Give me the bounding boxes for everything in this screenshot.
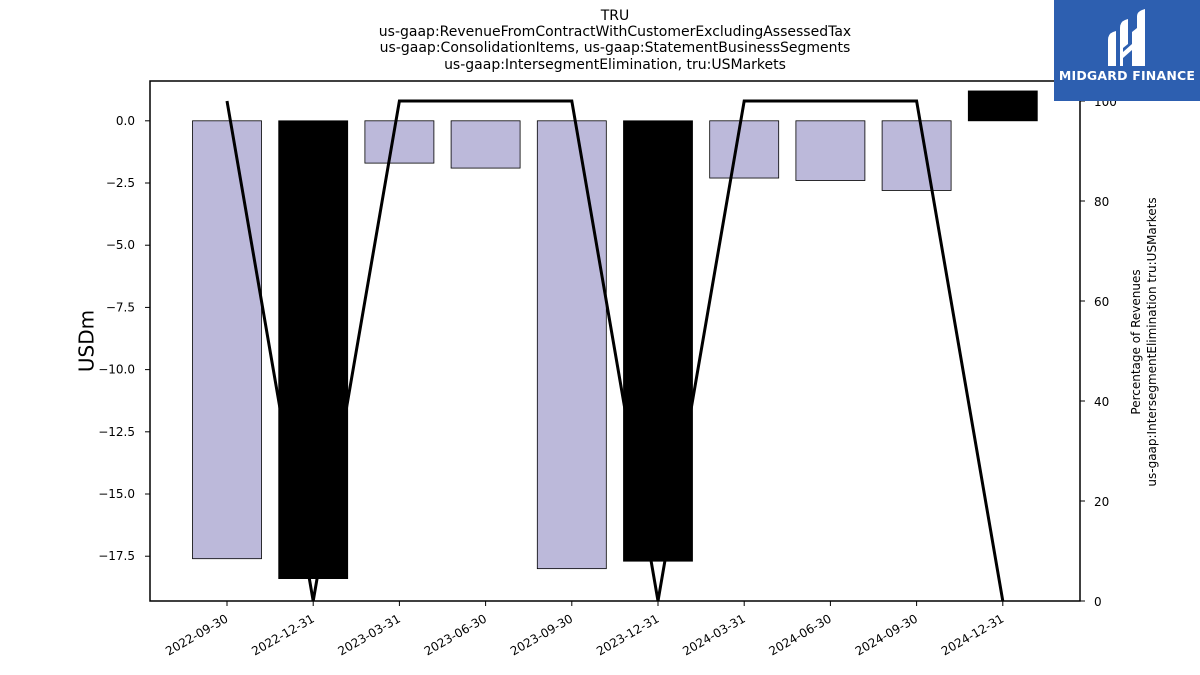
bar-2024-06-30: [795, 120, 866, 181]
bar-series: [192, 90, 1038, 580]
x-tick-label: 2024-09-30: [853, 611, 920, 658]
x-tick-label: 2023-03-31: [335, 611, 402, 658]
y-tick-label: −7.5: [106, 300, 135, 314]
y-axis-left: 0.0 −2.5 −5.0 −7.5 −10.0 −12.5 −15.0 −17.5: [98, 114, 150, 563]
y2-axis-title-line-1: Percentage of Revenues: [1129, 269, 1143, 414]
bar-2024-12-31: [967, 90, 1038, 122]
x-tick-label: 2023-12-31: [594, 611, 661, 658]
bar-2023-09-30: [536, 120, 607, 570]
bar-2022-12-31: [278, 120, 349, 580]
x-tick-label: 2024-12-31: [939, 611, 1006, 658]
y2-tick-label: 60: [1094, 295, 1109, 309]
y-tick-label: −5.0: [106, 238, 135, 252]
x-tick-label: 2022-12-31: [249, 611, 316, 658]
y-tick-label: −10.0: [98, 363, 135, 377]
line-series: [225, 99, 1005, 602]
x-tick-label: 2024-06-30: [766, 611, 833, 658]
chart-title: TRU us-gaap:RevenueFromContractWithCusto…: [379, 8, 851, 73]
x-tick-label: 2023-06-30: [422, 611, 489, 658]
chart-title-line-3: us-gaap:ConsolidationItems, us-gaap:Stat…: [380, 40, 851, 56]
percentage-line: [225, 99, 1005, 602]
y-tick-label: −12.5: [98, 425, 135, 439]
y2-tick-label: 40: [1094, 395, 1109, 409]
bar-2024-09-30: [881, 120, 952, 191]
midgard-finance-logo: MIDGARD FINANCE: [1054, 0, 1200, 101]
y2-axis-title-line-2: us-gaap:IntersegmentElimination tru:USMa…: [1145, 197, 1159, 486]
x-axis: 2022-09-30 2022-12-31 2023-03-31 2023-06-30…: [163, 601, 1006, 658]
bar-2023-03-31: [364, 120, 435, 164]
y2-tick-label: 80: [1094, 195, 1109, 209]
bar-2023-06-30: [450, 120, 521, 169]
y-tick-label: −17.5: [98, 549, 135, 563]
x-tick-label: 2024-03-31: [680, 611, 747, 658]
midgard-logo-icon: [1108, 9, 1145, 66]
bar-2022-09-30: [192, 120, 262, 560]
y2-tick-label: 20: [1094, 495, 1109, 509]
plot-frame: [149, 80, 1081, 602]
y-tick-label: 0.0: [116, 114, 135, 128]
chart-title-line-4: us-gaap:IntersegmentElimination, tru:USM…: [444, 57, 786, 73]
logo-text: MIDGARD FINANCE: [1058, 68, 1196, 83]
bar-2024-03-31: [709, 120, 780, 179]
x-tick-label: 2022-09-30: [163, 611, 230, 658]
x-tick-label: 2023-09-30: [508, 611, 575, 658]
y2-tick-label: 0: [1094, 595, 1102, 609]
bar-2023-12-31: [623, 120, 693, 562]
chart-title-line-1: TRU: [600, 8, 630, 24]
y-axis-title: USDm: [75, 310, 99, 372]
y-tick-label: −15.0: [98, 487, 135, 501]
y-tick-label: −2.5: [106, 176, 135, 190]
chart-title-line-2: us-gaap:RevenueFromContractWithCustomerE…: [379, 24, 851, 40]
